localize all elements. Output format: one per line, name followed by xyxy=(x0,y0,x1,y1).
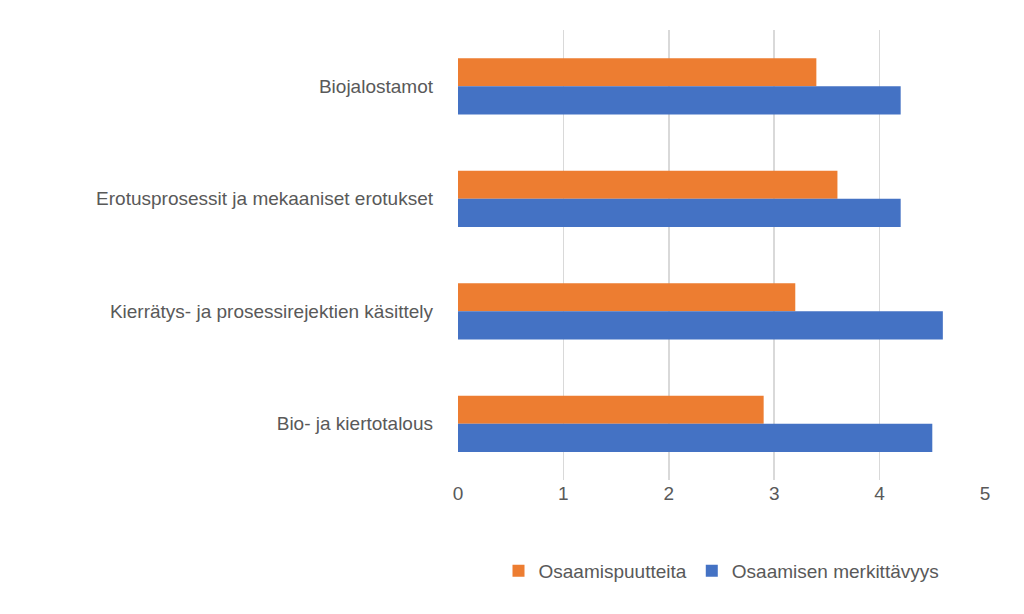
svg-text:Erotusprosessit ja mekaaniset: Erotusprosessit ja mekaaniset erotukset xyxy=(96,188,434,209)
svg-text:Osaamisen merkittävyys: Osaamisen merkittävyys xyxy=(732,561,939,582)
svg-text:Bio- ja kiertotalous: Bio- ja kiertotalous xyxy=(277,413,433,434)
svg-text:3: 3 xyxy=(769,483,780,504)
svg-text:Kierrätys- ja prosessirejektie: Kierrätys- ja prosessirejektien käsittel… xyxy=(110,301,434,322)
svg-text:0: 0 xyxy=(453,483,464,504)
svg-text:Biojalostamot: Biojalostamot xyxy=(319,76,434,97)
svg-text:Osaamispuutteita: Osaamispuutteita xyxy=(539,561,687,582)
svg-text:5: 5 xyxy=(980,483,991,504)
svg-text:4: 4 xyxy=(874,483,885,504)
svg-text:2: 2 xyxy=(664,483,675,504)
svg-text:1: 1 xyxy=(558,483,569,504)
